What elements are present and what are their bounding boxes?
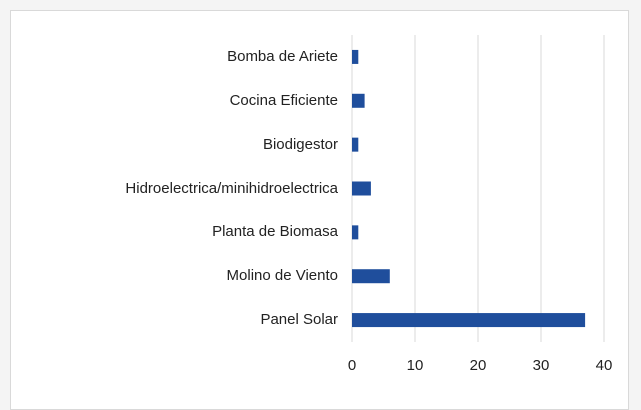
category-label: Hidroelectrica/minihidroelectrica [125,179,338,197]
category-label: Panel Solar [260,311,338,329]
bar [352,269,390,284]
bar [352,93,365,108]
x-tick-label: 40 [595,357,613,374]
x-tick-label: 30 [532,357,550,374]
bar [352,225,359,240]
category-label: Cocina Eficiente [229,91,338,109]
x-tick-label: 0 [347,357,357,374]
category-label: Molino de Viento [226,267,338,285]
bar [352,137,359,152]
chart-frame [10,10,629,410]
bar [352,313,586,328]
bar [352,181,371,196]
category-label: Biodigestor [262,135,338,153]
x-tick-label: 10 [406,357,424,374]
category-label: Bomba de Ariete [227,47,338,65]
category-label: Planta de Biomasa [212,223,338,241]
bar [352,49,359,64]
x-tick-label: 20 [469,357,487,374]
